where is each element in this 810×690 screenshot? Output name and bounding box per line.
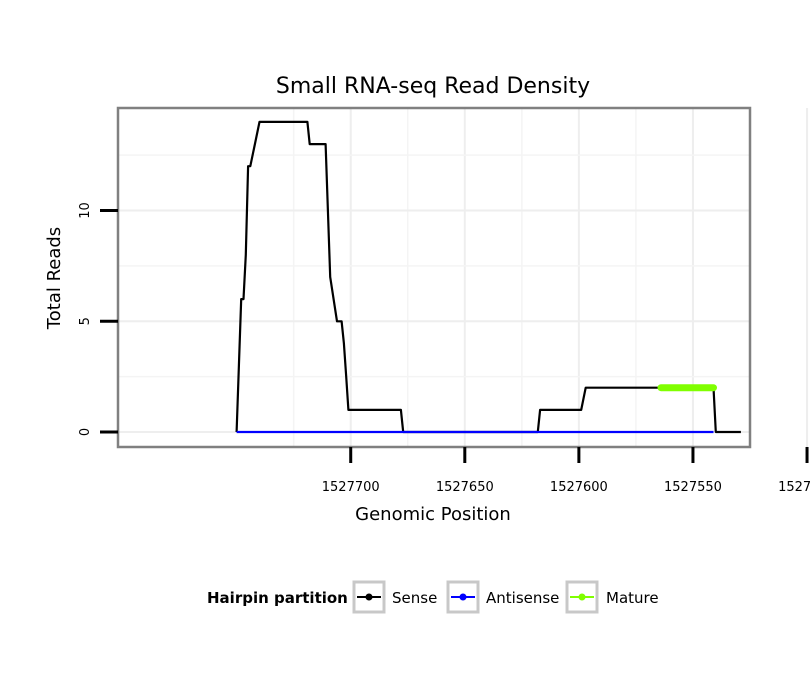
y-tick-label: 5 xyxy=(78,317,93,325)
x-axis-label: Genomic Position xyxy=(355,504,511,525)
legend-item-mature: Mature xyxy=(565,580,659,614)
legend-title: Hairpin partition xyxy=(207,589,348,607)
legend-point-sense xyxy=(365,593,373,601)
x-tick-label: 1527700 xyxy=(322,480,380,495)
legend-point-mature xyxy=(578,593,586,601)
legend-point-antisense xyxy=(459,593,467,601)
legend: Hairpin partition Sense Antisense Mature xyxy=(207,580,659,614)
y-axis-label: Total Reads xyxy=(44,227,65,330)
x-tick-label: 1527500 xyxy=(778,480,810,495)
legend-label-sense: Sense xyxy=(392,589,437,607)
legend-key-antisense xyxy=(446,580,480,614)
y-tick-label: 10 xyxy=(78,202,93,219)
legend-label-antisense: Antisense xyxy=(486,589,559,607)
chart-title: Small RNA-seq Read Density xyxy=(276,74,590,99)
y-tick-label: 0 xyxy=(78,428,93,436)
legend-key-mature xyxy=(565,580,599,614)
axis-ticks: 1527700 1527650 1527600 1527550 1527500 0 5 10 xyxy=(78,202,810,495)
plot-panel-border xyxy=(116,106,752,449)
series-layer xyxy=(235,120,741,434)
legend-item-antisense: Antisense xyxy=(446,580,559,614)
legend-label-mature: Mature xyxy=(606,589,659,607)
x-tick-label: 1527600 xyxy=(550,480,608,495)
x-tick-label: 1527650 xyxy=(436,480,494,495)
legend-key-sense xyxy=(352,580,386,614)
x-tick-label: 1527550 xyxy=(664,480,722,495)
plot-panel-background xyxy=(118,108,750,447)
legend-item-sense: Sense xyxy=(352,580,437,614)
